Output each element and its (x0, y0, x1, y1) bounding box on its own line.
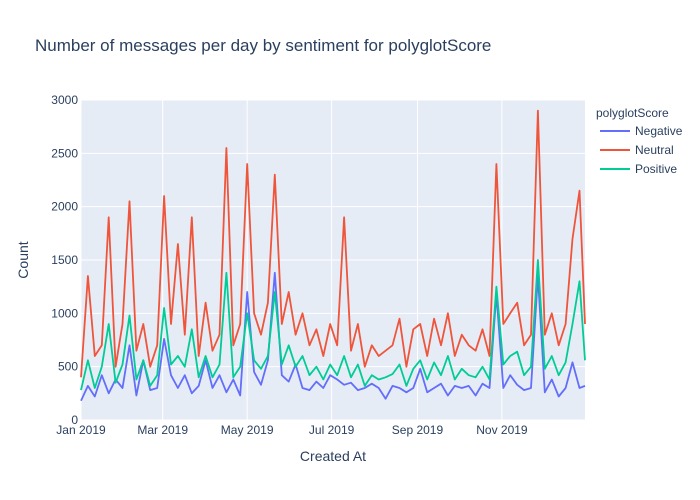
y-tick-label: 2000 (51, 200, 78, 214)
x-tick-label: Sep 2019 (392, 423, 444, 437)
x-tick-label: Nov 2019 (476, 423, 528, 437)
x-tick-label: May 2019 (221, 423, 274, 437)
legend-label-positive: Positive (635, 162, 677, 176)
legend-title: polyglotScore (596, 106, 669, 120)
series-line-negative (80, 271, 586, 402)
legend-label-neutral: Neutral (635, 143, 674, 157)
series-lines (80, 109, 586, 402)
x-tick-label: Jul 2019 (309, 423, 355, 437)
y-tick-label: 2500 (51, 146, 78, 160)
y-tick-labels: 0 500 1000 1500 2000 2500 3000 (51, 93, 78, 427)
y-axis-title: Count (15, 241, 31, 278)
legend: polyglotScore Negative Neutral Positive (596, 106, 683, 176)
y-tick-label: 1000 (51, 306, 78, 320)
legend-items: Negative Neutral Positive (600, 124, 683, 176)
series-line-neutral (80, 109, 586, 378)
y-tick-label: 500 (58, 360, 78, 374)
x-tick-labels: Jan 2019 Mar 2019 May 2019 Jul 2019 Sep 2019… (56, 423, 528, 437)
y-tick-label: 0 (71, 413, 78, 427)
x-axis-title: Created At (300, 448, 366, 464)
y-tick-label: 3000 (51, 93, 78, 107)
y-tick-label: 1500 (51, 253, 78, 267)
chart-title: Number of messages per day by sentiment … (35, 36, 491, 55)
x-tick-label: Mar 2019 (137, 423, 188, 437)
legend-label-negative: Negative (635, 124, 683, 138)
x-tick-label: Jan 2019 (56, 423, 106, 437)
series-line-positive (80, 259, 586, 391)
